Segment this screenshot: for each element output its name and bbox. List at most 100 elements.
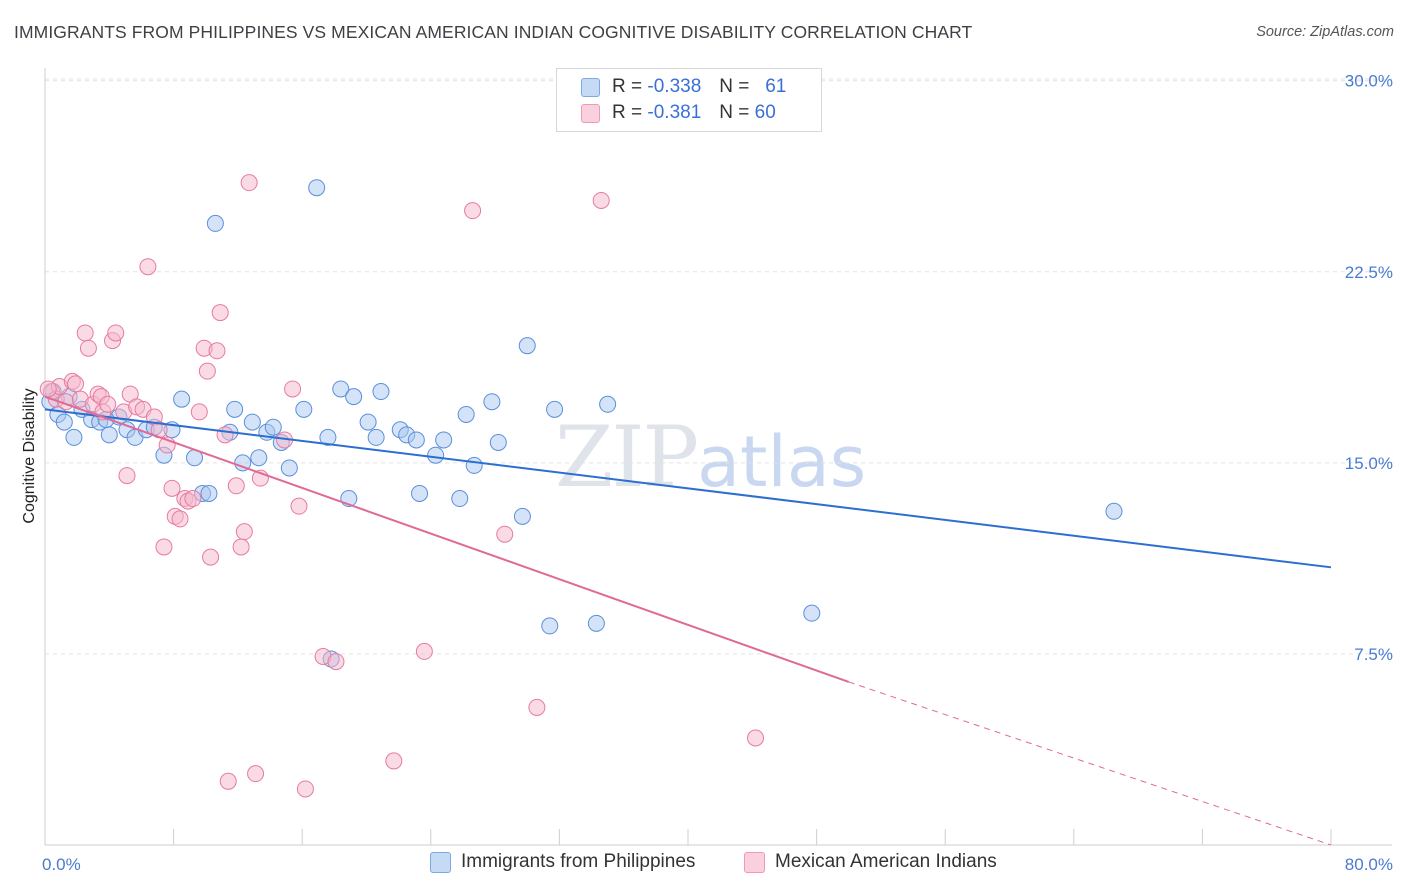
point-philippines <box>367 428 385 446</box>
legend-n-value: 60 <box>754 102 776 123</box>
point-philippines <box>427 446 445 464</box>
point-philippines <box>518 337 536 355</box>
point-philippines <box>457 405 475 423</box>
point-mexican <box>190 403 208 421</box>
point-mexican <box>247 765 265 783</box>
point-philippines <box>332 380 350 398</box>
chart-title: IMMIGRANTS FROM PHILIPPINES VS MEXICAN A… <box>14 22 973 42</box>
y-axis-label: Cognitive Disability <box>21 388 38 523</box>
correlation-legend: R = -0.338 N = 61 R = -0.381 N = 60 <box>556 68 822 132</box>
point-mexican <box>216 426 234 444</box>
point-mexican <box>99 395 117 413</box>
point-mexican <box>327 653 345 671</box>
point-philippines <box>250 449 268 467</box>
point-philippines <box>803 604 821 622</box>
gridlines <box>45 78 1392 655</box>
axes <box>44 68 1392 846</box>
trendlines <box>44 395 1332 846</box>
point-philippines <box>55 413 73 431</box>
legend-swatch-philippines <box>581 77 600 97</box>
point-philippines <box>546 400 564 418</box>
point-mexican <box>240 174 258 192</box>
point-mexican <box>296 780 314 798</box>
point-mexican <box>747 729 765 747</box>
point-mexican <box>284 380 302 398</box>
point-philippines <box>264 418 282 436</box>
legend-item-philippines[interactable]: Immigrants from Philippines <box>430 851 695 873</box>
legend-n-label: N = <box>719 76 750 97</box>
point-philippines <box>65 428 83 446</box>
point-philippines <box>465 456 483 474</box>
point-mexican <box>211 304 229 322</box>
y-tick-label: 7.5% <box>1354 645 1393 664</box>
point-mexican <box>528 698 546 716</box>
point-mexican <box>171 510 189 528</box>
point-philippines <box>206 214 224 232</box>
point-mexican <box>219 772 237 790</box>
point-philippines <box>372 383 390 401</box>
x-tick-label: 0.0% <box>42 855 81 874</box>
point-mexican <box>290 497 308 515</box>
point-mexican <box>208 342 226 360</box>
point-philippines <box>587 614 605 632</box>
point-philippines <box>435 431 453 449</box>
point-philippines <box>599 395 617 413</box>
point-philippines <box>295 400 313 418</box>
point-mexican <box>464 202 482 220</box>
point-philippines <box>513 507 531 525</box>
point-mexican <box>163 479 181 497</box>
data-points <box>39 174 1123 798</box>
point-mexican <box>76 324 94 342</box>
point-philippines <box>100 426 118 444</box>
point-philippines <box>451 490 469 508</box>
point-mexican <box>227 477 245 495</box>
legend-row-philippines: R = -0.338 N = 61 <box>581 76 786 98</box>
point-philippines <box>411 484 429 502</box>
legend-swatch-mexican <box>744 851 765 873</box>
point-philippines <box>200 484 218 502</box>
series-legend: Immigrants from Philippines Mexican Amer… <box>0 851 1406 877</box>
watermark: ZIPatlas <box>555 408 866 506</box>
point-philippines <box>243 413 261 431</box>
point-philippines <box>541 617 559 635</box>
point-philippines <box>1105 502 1123 520</box>
trendline-mexican <box>44 395 850 683</box>
point-philippines <box>280 459 298 477</box>
point-philippines <box>319 428 337 446</box>
source-credit: Source: ZipAtlas.com <box>1256 24 1394 40</box>
point-mexican <box>385 752 403 770</box>
trendline-mexican-extension <box>848 681 1332 846</box>
point-philippines <box>489 433 507 451</box>
legend-r-value: -0.381 <box>647 102 702 123</box>
legend-item-mexican[interactable]: Mexican American Indians <box>744 851 997 873</box>
point-mexican <box>118 467 136 485</box>
point-mexican <box>155 538 173 556</box>
watermark-zip: ZIP <box>555 408 699 506</box>
point-mexican <box>235 523 253 541</box>
tick-labels: 7.5% 15.0% 22.5% 30.0% 0.0% 80.0% <box>42 72 1393 874</box>
y-tick-label: 30.0% <box>1345 72 1393 91</box>
point-philippines <box>234 454 252 472</box>
point-mexican <box>79 339 97 357</box>
point-mexican <box>198 362 216 380</box>
point-mexican <box>67 375 85 393</box>
legend-row-mexican: R = -0.381 N = 60 <box>581 102 776 124</box>
point-philippines <box>173 390 191 408</box>
point-mexican <box>202 548 220 566</box>
legend-swatch-philippines <box>430 851 451 873</box>
point-mexican <box>232 538 250 556</box>
legend-r-label: R = <box>612 76 643 97</box>
legend-r-value: -0.338 <box>647 76 702 97</box>
point-philippines <box>483 393 501 411</box>
point-philippines <box>359 413 377 431</box>
point-mexican <box>107 324 125 342</box>
point-philippines <box>308 179 326 197</box>
legend-r-label: R = <box>612 102 643 123</box>
trendline-philippines <box>44 408 1332 569</box>
legend-label-mexican: Mexican American Indians <box>775 851 997 872</box>
legend-swatch-mexican <box>581 103 600 123</box>
x-tick-label: 80.0% <box>1345 855 1393 874</box>
legend-n-label: N = <box>719 102 750 123</box>
legend-label-philippines: Immigrants from Philippines <box>461 851 696 872</box>
